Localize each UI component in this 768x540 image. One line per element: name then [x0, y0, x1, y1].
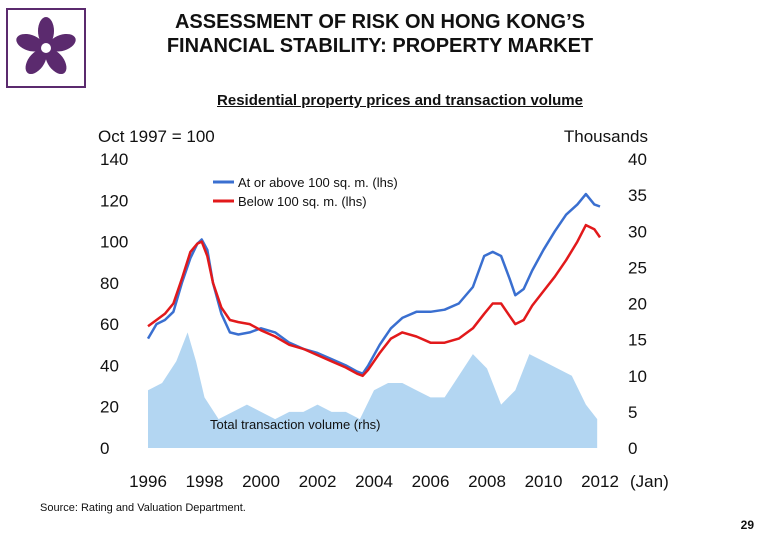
y-right-tick-label: 5: [628, 403, 637, 422]
x-tick-label: 2000: [242, 472, 280, 491]
x-tick-label: 2006: [412, 472, 450, 491]
x-tick-label: 1996: [129, 472, 167, 491]
page-number: 29: [740, 518, 754, 532]
y-left-tick-label: 120: [100, 191, 128, 210]
volume-area-layer: [148, 332, 598, 448]
x-axis-suffix: (Jan): [630, 472, 669, 491]
price-line-small-flats: [147, 223, 602, 378]
price-volume-chart: 0 20 40 60 80 100 120 140 0 5 10 15 20 25 30 35 40 1996 19…: [98, 127, 669, 491]
y-left-tick-label: 60: [100, 315, 119, 334]
slide-title: ASSESSMENT OF RISK ON HONG KONG’S FINANC…: [100, 10, 660, 58]
y-right-tick-label: 40: [628, 150, 647, 169]
y-left-tick-label: 80: [100, 274, 119, 293]
y-right-tick-label: 25: [628, 258, 647, 277]
chart-title: Residential property prices and transact…: [217, 92, 583, 109]
y-right-tick-label: 35: [628, 186, 647, 205]
price-line-large-flats: [146, 192, 601, 375]
volume-area: [148, 332, 598, 448]
y-right-tick-label: 15: [628, 331, 647, 350]
y-left-tick-label: 140: [100, 150, 128, 169]
legend-label-large: At or above 100 sq. m. (lhs): [238, 175, 398, 190]
y-right-tick-label: 10: [628, 367, 647, 386]
x-tick-label: 1998: [186, 472, 224, 491]
slide-title-line-2: FINANCIAL STABILITY: PROPERTY MARKET: [166, 35, 594, 57]
slide-title-line-1: ASSESSMENT OF RISK ON HONG KONG’S: [174, 11, 586, 33]
x-tick-label: 2010: [525, 472, 563, 491]
price-lines-layer: [146, 192, 602, 378]
axes-layer: 0 20 40 60 80 100 120 140 0 5 10 15 20 25 30 35 40 1996 19…: [100, 150, 647, 491]
y-right-tick-label: 20: [628, 295, 647, 314]
x-tick-label: 2008: [468, 472, 506, 491]
x-tick-label: 2002: [299, 472, 337, 491]
volume-series-label: Total transaction volume (rhs): [210, 417, 381, 432]
y-left-tick-label: 0: [100, 439, 109, 458]
y-axis-right-label: Thousands: [564, 127, 648, 146]
y-left-tick-label: 40: [100, 356, 119, 375]
legend: At or above 100 sq. m. (lhs) Below 100 s…: [213, 175, 398, 209]
y-axis-left-label: Oct 1997 = 100: [98, 127, 215, 146]
y-right-tick-label: 0: [628, 439, 637, 458]
x-tick-label: 2012: [581, 472, 619, 491]
hong-kong-bauhinia-logo: [6, 8, 86, 88]
source-note: Source: Rating and Valuation Department.: [40, 502, 246, 514]
y-right-tick-label: 30: [628, 222, 647, 241]
y-left-tick-label: 20: [100, 398, 119, 417]
legend-label-small: Below 100 sq. m. (lhs): [238, 194, 367, 209]
x-tick-label: 2004: [355, 472, 393, 491]
y-left-tick-label: 100: [100, 233, 128, 252]
